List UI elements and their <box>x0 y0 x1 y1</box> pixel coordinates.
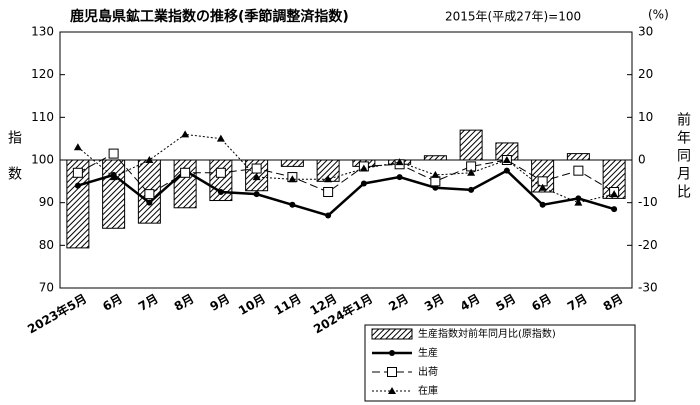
x-tick-label: 9月 <box>207 292 232 314</box>
bar <box>66 159 90 249</box>
point <box>146 199 153 206</box>
y-tick-label: 130 <box>31 25 54 39</box>
series-line <box>77 133 615 204</box>
bar <box>566 153 590 161</box>
point <box>396 174 403 181</box>
point <box>288 175 297 183</box>
x-tick-label: 2月 <box>386 292 411 314</box>
y2-tick-label: 0 <box>638 153 646 167</box>
point <box>215 167 226 178</box>
point <box>251 163 262 174</box>
x-tick-label: 5月 <box>493 292 518 314</box>
point <box>108 148 119 159</box>
point <box>252 173 261 181</box>
point <box>180 167 191 178</box>
point <box>181 130 190 138</box>
point <box>145 156 154 163</box>
point <box>502 156 511 163</box>
x-tick-label: 8月 <box>172 292 197 314</box>
bar <box>209 159 233 202</box>
point <box>359 164 368 172</box>
point <box>467 168 476 176</box>
legend-label: 出荷 <box>418 365 438 378</box>
x-tick-label: 10月 <box>236 292 268 318</box>
point <box>538 183 547 191</box>
point <box>324 175 333 183</box>
x-tick-label: 7月 <box>565 292 590 314</box>
legend-label: 生産指数対前年同月比(原指数) <box>418 327 556 340</box>
x-tick-label: 4月 <box>458 292 483 314</box>
series-line <box>77 169 615 217</box>
legend-swatch <box>371 328 413 340</box>
bar <box>423 155 447 161</box>
y2-tick-label: 30 <box>638 25 653 39</box>
y-tick-label: 100 <box>31 153 54 167</box>
legend-label: 在庫 <box>418 384 438 397</box>
point <box>611 206 618 213</box>
legend-marker <box>388 387 396 394</box>
y-tick-label: 110 <box>31 110 54 124</box>
series-line <box>77 152 615 195</box>
y2-tick-label: 10 <box>638 110 653 124</box>
point <box>539 201 546 208</box>
point <box>395 158 404 166</box>
bar <box>280 159 304 167</box>
point <box>323 187 334 197</box>
chart-subtitle: 2015年(平成27年)=100 <box>445 10 581 24</box>
y-axis-label: 指数 <box>6 130 22 202</box>
point <box>503 167 510 174</box>
point <box>468 186 475 193</box>
bar <box>173 159 197 209</box>
point <box>325 212 332 219</box>
y2-axis-label: 前年同月比 <box>675 111 691 202</box>
point <box>575 195 582 202</box>
legend-marker <box>389 350 395 356</box>
point <box>360 180 367 187</box>
point <box>573 165 584 176</box>
bar <box>531 159 555 193</box>
point <box>574 198 583 206</box>
legend-label: 生産 <box>418 346 438 359</box>
point <box>253 191 260 198</box>
point <box>144 189 155 200</box>
legend-marker <box>387 367 397 377</box>
bar <box>459 129 483 161</box>
point <box>72 167 83 178</box>
point <box>216 134 225 142</box>
y2-tick-label: 20 <box>638 67 653 81</box>
point <box>74 182 81 189</box>
y-tick-label: 70 <box>39 281 54 295</box>
y2-tick-label: -30 <box>638 281 658 295</box>
y2-unit: (%) <box>648 8 669 22</box>
x-tick-label: 2023年5月 <box>25 291 89 337</box>
y2-tick-label: -10 <box>638 195 658 209</box>
point <box>109 173 118 181</box>
y-tick-label: 120 <box>31 67 54 81</box>
y-tick-label: 90 <box>39 195 54 209</box>
x-tick-label: 8月 <box>601 292 626 314</box>
point <box>430 176 441 187</box>
x-tick-label: 6月 <box>529 292 554 314</box>
y-tick-label: 80 <box>39 238 54 252</box>
x-tick-label: 6月 <box>100 292 125 314</box>
chart-title: 鹿児島県鉱工業指数の推移(季節調整済指数) <box>69 8 349 25</box>
point <box>217 189 224 195</box>
point <box>610 190 619 198</box>
point <box>289 201 296 208</box>
y2-tick-label: -20 <box>638 238 658 252</box>
point <box>73 143 82 151</box>
x-tick-label: 11月 <box>272 292 304 318</box>
x-tick-label: 3月 <box>422 292 447 314</box>
point <box>431 170 440 178</box>
x-tick-label: 7月 <box>136 292 161 314</box>
